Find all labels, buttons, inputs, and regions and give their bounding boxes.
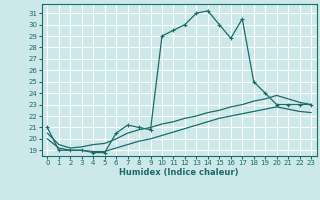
X-axis label: Humidex (Indice chaleur): Humidex (Indice chaleur) bbox=[119, 168, 239, 177]
